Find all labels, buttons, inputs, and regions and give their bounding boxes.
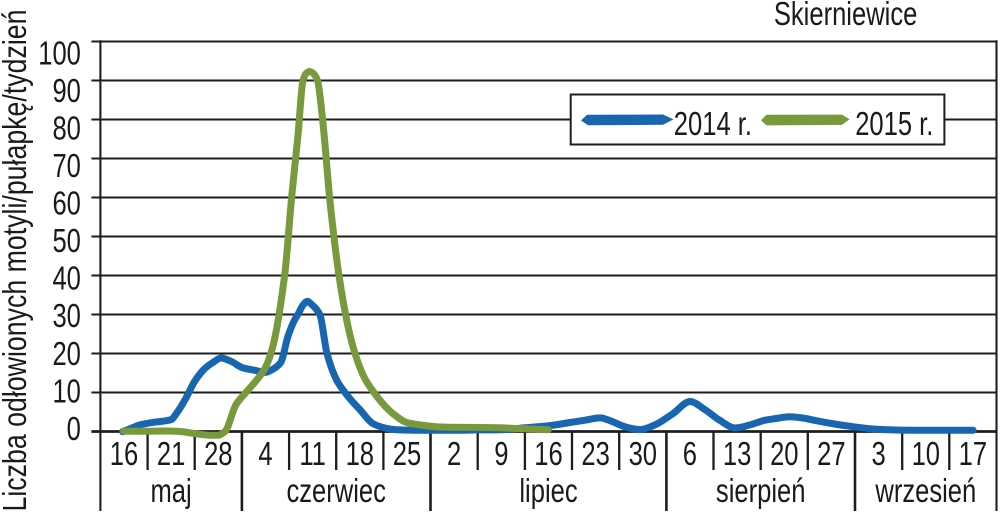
- svg-text:28: 28: [204, 436, 232, 473]
- svg-text:0: 0: [67, 411, 81, 448]
- svg-text:40: 40: [52, 261, 80, 298]
- svg-text:30: 30: [52, 298, 80, 335]
- svg-text:2014 r.: 2014 r.: [674, 106, 752, 143]
- svg-text:3: 3: [871, 436, 885, 473]
- svg-text:16: 16: [110, 436, 138, 473]
- svg-text:maj: maj: [150, 473, 191, 510]
- svg-text:80: 80: [52, 110, 80, 147]
- svg-text:20: 20: [770, 436, 798, 473]
- svg-text:50: 50: [52, 223, 80, 260]
- svg-text:17: 17: [959, 436, 987, 473]
- svg-text:18: 18: [346, 436, 374, 473]
- svg-text:2015 r.: 2015 r.: [855, 106, 933, 143]
- svg-text:10: 10: [52, 373, 80, 410]
- svg-text:100: 100: [38, 35, 81, 72]
- svg-text:25: 25: [393, 436, 421, 473]
- svg-text:wrzesień: wrzesień: [874, 473, 976, 510]
- svg-text:4: 4: [258, 436, 272, 473]
- svg-text:Liczba odłowionych motyli/puła: Liczba odłowionych motyli/pułapkę/tydzie…: [0, 10, 34, 511]
- svg-text:sierpień: sierpień: [716, 473, 806, 510]
- svg-text:30: 30: [629, 436, 657, 473]
- svg-text:27: 27: [817, 436, 845, 473]
- svg-text:9: 9: [494, 436, 508, 473]
- svg-text:20: 20: [52, 336, 80, 373]
- svg-text:90: 90: [52, 73, 80, 110]
- svg-text:11: 11: [299, 436, 326, 473]
- svg-text:70: 70: [52, 148, 80, 185]
- svg-text:10: 10: [912, 436, 940, 473]
- svg-text:16: 16: [534, 436, 562, 473]
- svg-text:lipiec: lipiec: [519, 473, 577, 510]
- svg-text:Skierniewice: Skierniewice: [774, 0, 918, 33]
- svg-text:21: 21: [157, 436, 185, 473]
- svg-text:2: 2: [447, 436, 461, 473]
- svg-text:60: 60: [52, 186, 80, 223]
- svg-text:13: 13: [723, 436, 751, 473]
- svg-text:6: 6: [683, 436, 697, 473]
- svg-text:23: 23: [581, 436, 609, 473]
- svg-text:czerwiec: czerwiec: [286, 473, 385, 510]
